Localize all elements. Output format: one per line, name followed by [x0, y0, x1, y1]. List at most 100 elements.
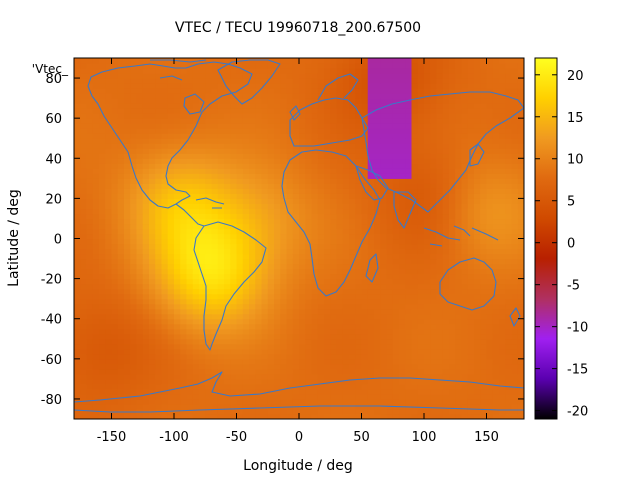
heatmap-cell — [86, 408, 94, 415]
heatmap-cell — [142, 148, 150, 154]
heatmap-cell — [242, 263, 250, 270]
heatmap-cell — [86, 208, 94, 215]
heatmap-cell — [74, 403, 81, 410]
heatmap-cell — [430, 313, 438, 320]
heatmap-cell — [136, 83, 144, 89]
heatmap-cell — [136, 273, 144, 280]
heatmap-cell — [374, 158, 381, 164]
heatmap-cell — [299, 173, 306, 179]
heatmap-cell — [174, 158, 181, 164]
heatmap-cell — [399, 263, 406, 270]
heatmap-cell — [342, 98, 350, 104]
heatmap-cell — [405, 308, 413, 315]
heatmap-cell — [411, 103, 419, 109]
heatmap-cell — [274, 298, 281, 305]
heatmap-cell — [424, 143, 431, 149]
heatmap-cell — [436, 173, 444, 179]
heatmap-cell — [311, 328, 319, 335]
heatmap-cell — [117, 98, 125, 104]
heatmap-cell — [199, 198, 206, 204]
heatmap-cell — [505, 388, 513, 395]
heatmap-cell — [411, 248, 419, 255]
heatmap-cell — [155, 383, 163, 390]
heatmap-cell — [367, 83, 375, 89]
heatmap-cell — [424, 328, 431, 335]
heatmap-cell — [349, 413, 356, 419]
heatmap-cell — [299, 73, 306, 79]
heatmap-cell — [430, 113, 438, 119]
heatmap-cell — [267, 363, 275, 370]
heatmap-cell — [455, 208, 463, 215]
heatmap-cell — [305, 128, 313, 134]
heatmap-cell — [280, 268, 288, 275]
heatmap-cell — [492, 98, 500, 104]
heatmap-cell — [330, 273, 338, 280]
heatmap-cell — [230, 153, 238, 159]
heatmap-cell — [461, 273, 469, 280]
heatmap-cell — [455, 218, 463, 225]
heatmap-cell — [117, 168, 125, 174]
heatmap-cell — [280, 58, 288, 64]
heatmap-cell — [430, 403, 438, 410]
heatmap-cell — [242, 223, 250, 230]
heatmap-cell — [249, 288, 256, 295]
heatmap-cell — [86, 248, 94, 255]
heatmap-cell — [236, 128, 244, 134]
heatmap-cell — [474, 213, 481, 220]
heatmap-cell — [467, 278, 475, 285]
heatmap-cell — [461, 163, 469, 169]
heatmap-cell — [299, 238, 306, 245]
heatmap-cell — [374, 363, 381, 370]
heatmap-cell — [186, 263, 194, 270]
heatmap-cell — [211, 358, 219, 365]
heatmap-cell — [292, 338, 300, 345]
heatmap-cell — [117, 373, 125, 380]
heatmap-cell — [274, 323, 281, 330]
heatmap-cell — [217, 113, 225, 119]
heatmap-cell — [211, 298, 219, 305]
heatmap-cell — [399, 88, 406, 94]
heatmap-cell — [317, 163, 325, 169]
heatmap-cell — [442, 148, 450, 154]
heatmap-cell — [242, 103, 250, 109]
heatmap-cell — [305, 343, 313, 350]
heatmap-cell — [211, 203, 219, 210]
heatmap-cell — [461, 58, 469, 64]
heatmap-cell — [342, 243, 350, 250]
heatmap-cell — [424, 118, 431, 124]
heatmap-cell — [330, 373, 338, 380]
heatmap-cell — [374, 178, 381, 184]
heatmap-cell — [405, 193, 413, 199]
heatmap-cell — [324, 143, 331, 149]
heatmap-cell — [167, 408, 175, 415]
heatmap-cell — [455, 373, 463, 380]
heatmap-cell — [436, 303, 444, 310]
heatmap-cell — [336, 188, 344, 194]
heatmap-cell — [374, 248, 381, 255]
heatmap-cell — [317, 368, 325, 375]
heatmap-cell — [361, 193, 369, 199]
heatmap-cell — [230, 278, 238, 285]
heatmap-cell — [474, 288, 481, 295]
heatmap-cell — [430, 118, 438, 124]
heatmap-cell — [130, 138, 138, 144]
heatmap-cell — [105, 118, 113, 124]
heatmap-cell — [405, 98, 413, 104]
heatmap-cell — [336, 88, 344, 94]
heatmap-cell — [180, 278, 188, 285]
heatmap-cell — [442, 73, 450, 79]
heatmap-cell — [411, 173, 419, 179]
heatmap-cell — [474, 353, 481, 360]
heatmap-cell — [242, 193, 250, 199]
heatmap-cell — [449, 133, 456, 139]
heatmap-cell — [299, 278, 306, 285]
heatmap-cell — [486, 173, 494, 179]
heatmap-cell — [374, 78, 381, 84]
heatmap-cell — [92, 253, 100, 260]
heatmap-cell — [380, 323, 388, 330]
heatmap-cell — [311, 343, 319, 350]
heatmap-cell — [249, 68, 256, 74]
heatmap-cell — [442, 143, 450, 149]
heatmap-cell — [274, 343, 281, 350]
